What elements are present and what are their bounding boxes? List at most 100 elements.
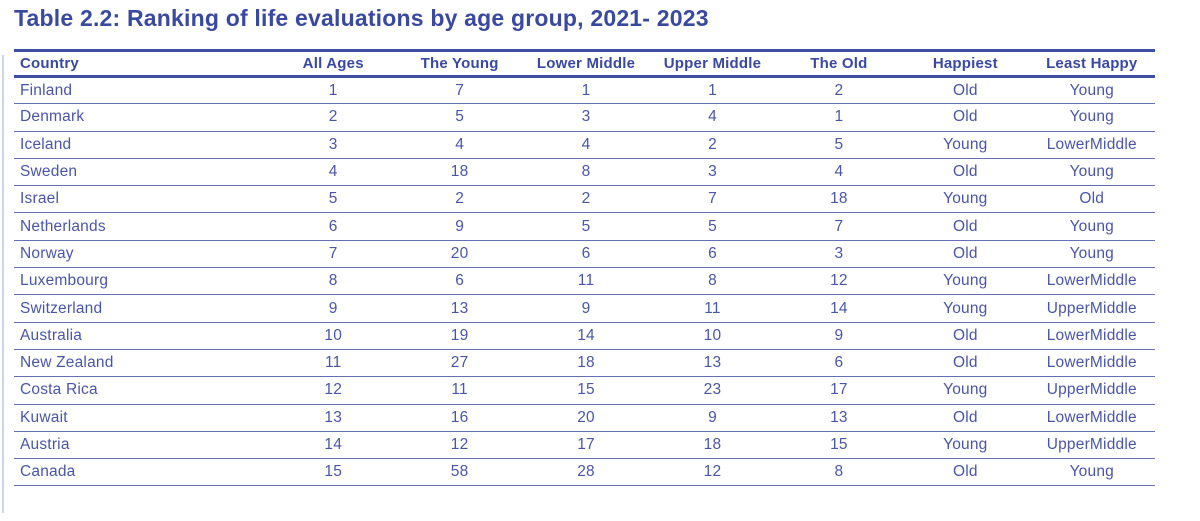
value-cell: 11	[270, 349, 397, 378]
value-cell: 13	[775, 404, 903, 432]
value-cell: 12	[649, 458, 776, 487]
value-cell: 3	[775, 240, 903, 269]
value-cell: 6	[270, 212, 397, 241]
value-cell: 10	[270, 322, 397, 350]
table-row: Switzerland 9 13 9 11 14 Young UpperMiddle	[14, 294, 1155, 323]
value-cell: 6	[396, 267, 523, 296]
table-row: Iceland 3 4 4 2 5 Young LowerMiddle	[14, 131, 1155, 159]
value-cell: Old	[902, 322, 1029, 350]
value-cell: LowerMiddle	[1028, 404, 1155, 432]
value-cell: 27	[396, 349, 523, 378]
value-cell: 11	[649, 294, 776, 323]
value-cell: UpperMiddle	[1028, 431, 1155, 460]
table-header-row: Country All Ages The Young Lower Middle Uppe…	[14, 50, 1155, 78]
value-cell: 6	[522, 240, 650, 269]
value-cell: Young	[902, 376, 1029, 405]
table-row: Austria 14 12 17 18 15 Young UpperMiddle	[14, 431, 1155, 460]
value-cell: 5	[522, 212, 650, 241]
value-cell: 18	[649, 431, 776, 460]
country-cell: Kuwait	[14, 404, 270, 432]
country-cell: Austria	[14, 431, 270, 460]
value-cell: 9	[522, 294, 650, 323]
value-cell: Old	[1028, 185, 1155, 214]
column-header-the-young: The Young	[396, 50, 523, 78]
country-cell: Sweden	[14, 158, 270, 187]
value-cell: 1	[775, 103, 903, 132]
value-cell: 20	[522, 404, 650, 432]
value-cell: 58	[396, 458, 523, 487]
table-head: Country All Ages The Young Lower Middle Uppe…	[14, 50, 1155, 78]
value-cell: 28	[522, 458, 650, 487]
value-cell: 13	[649, 349, 776, 378]
value-cell: 4	[649, 103, 776, 132]
value-cell: 8	[775, 458, 903, 487]
value-cell: Young	[1028, 458, 1155, 487]
value-cell: 2	[270, 103, 397, 132]
value-cell: Old	[902, 349, 1029, 378]
country-cell: New Zealand	[14, 349, 270, 378]
column-header-least-happy: Least Happy	[1028, 50, 1155, 78]
value-cell: LowerMiddle	[1028, 131, 1155, 159]
value-cell: 13	[396, 294, 523, 323]
value-cell: 12	[775, 267, 903, 296]
value-cell: 17	[522, 431, 650, 460]
table-row: Costa Rica 12 11 15 23 17 Young UpperMiddle	[14, 376, 1155, 405]
value-cell: LowerMiddle	[1028, 322, 1155, 350]
value-cell: 4	[775, 158, 903, 187]
table-row: Sweden 4 18 8 3 4 Old Young	[14, 158, 1155, 187]
value-cell: Old	[902, 212, 1029, 241]
value-cell: 9	[775, 322, 903, 350]
column-header-upper-middle: Upper Middle	[649, 50, 776, 78]
value-cell: Young	[902, 267, 1029, 296]
value-cell: Young	[902, 185, 1029, 214]
value-cell: 2	[775, 76, 903, 105]
value-cell: 17	[775, 376, 903, 405]
value-cell: 15	[270, 458, 397, 487]
value-cell: 3	[270, 131, 397, 159]
country-cell: Netherlands	[14, 212, 270, 241]
value-cell: Old	[902, 240, 1029, 269]
ranking-table: Country All Ages The Young Lower Middle Uppe…	[14, 49, 1155, 487]
value-cell: 2	[522, 185, 650, 214]
table-body: Finland 1 7 1 1 2 Old Young Denmark 2 5 3 4 1 Old Young…	[14, 76, 1155, 487]
value-cell: 6	[775, 349, 903, 378]
value-cell: 1	[270, 76, 397, 105]
value-cell: 8	[522, 158, 650, 187]
column-header-all-ages: All Ages	[270, 50, 397, 78]
column-header-lower-middle: Lower Middle	[522, 50, 650, 78]
value-cell: 9	[270, 294, 397, 323]
value-cell: 18	[396, 158, 523, 187]
value-cell: 12	[396, 431, 523, 460]
value-cell: Young	[902, 431, 1029, 460]
value-cell: Old	[902, 103, 1029, 132]
value-cell: Old	[902, 158, 1029, 187]
value-cell: Young	[1028, 76, 1155, 105]
country-cell: Canada	[14, 458, 270, 487]
column-header-the-old: The Old	[775, 50, 903, 78]
country-cell: Finland	[14, 76, 270, 105]
value-cell: 7	[270, 240, 397, 269]
value-cell: 9	[649, 404, 776, 432]
value-cell: 18	[775, 185, 903, 214]
column-header-country: Country	[14, 50, 270, 78]
page-edge-artifact	[2, 55, 4, 513]
value-cell: 3	[522, 103, 650, 132]
value-cell: Old	[902, 76, 1029, 105]
value-cell: 14	[775, 294, 903, 323]
table-row: Israel 5 2 2 7 18 Young Old	[14, 185, 1155, 214]
value-cell: Young	[1028, 240, 1155, 269]
table-row: Australia 10 19 14 10 9 Old LowerMiddle	[14, 322, 1155, 350]
value-cell: Young	[902, 294, 1029, 323]
value-cell: 18	[522, 349, 650, 378]
value-cell: LowerMiddle	[1028, 349, 1155, 378]
value-cell: Young	[1028, 212, 1155, 241]
table-row: Finland 1 7 1 1 2 Old Young	[14, 76, 1155, 105]
value-cell: 2	[396, 185, 523, 214]
country-cell: Switzerland	[14, 294, 270, 323]
value-cell: Old	[902, 458, 1029, 487]
table-row: Canada 15 58 28 12 8 Old Young	[14, 458, 1155, 487]
column-header-happiest: Happiest	[902, 50, 1029, 78]
value-cell: 4	[396, 131, 523, 159]
country-cell: Norway	[14, 240, 270, 269]
value-cell: 6	[649, 240, 776, 269]
